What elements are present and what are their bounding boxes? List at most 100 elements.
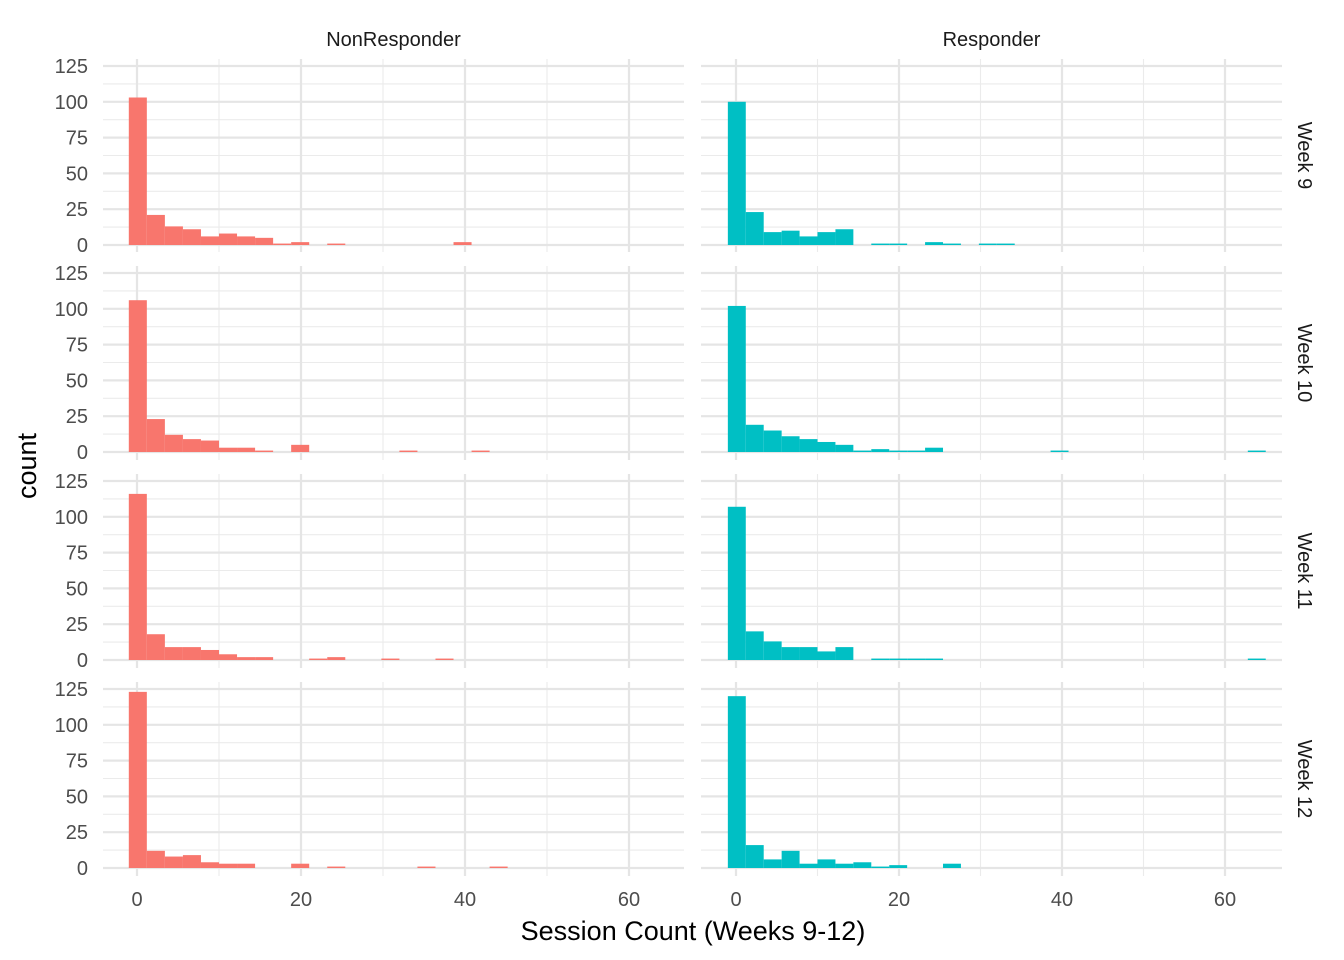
histogram-bar xyxy=(237,657,256,660)
y-tick-label: 25 xyxy=(66,614,88,636)
panel-responder-week-12 xyxy=(701,682,1282,876)
y-tick-label: 100 xyxy=(55,92,88,114)
histogram-bar xyxy=(146,634,165,660)
histogram-bar xyxy=(453,242,472,245)
x-tick-label: 20 xyxy=(888,889,910,911)
histogram-bar xyxy=(200,440,219,452)
histogram-bar xyxy=(817,232,836,245)
histogram-bar xyxy=(943,243,961,245)
histogram-bar xyxy=(435,658,454,660)
histogram-bar xyxy=(799,863,818,868)
histogram-bar xyxy=(399,450,418,452)
y-tick-label: 75 xyxy=(66,335,88,357)
histogram-bar xyxy=(182,229,201,245)
histogram-bar xyxy=(146,850,165,868)
y-tick-label: 0 xyxy=(77,235,88,257)
panel-nonresponder-week-9 xyxy=(103,59,684,252)
histogram-bar xyxy=(871,243,890,245)
y-tick-label: 25 xyxy=(66,199,88,221)
histogram-bar xyxy=(835,229,854,245)
x-tick-labels: 0 20 40 60 0 20 40 60 xyxy=(131,889,1236,911)
panel-responder-week-11 xyxy=(701,474,1282,668)
histogram-bar xyxy=(799,439,818,452)
x-tick-label: 0 xyxy=(730,889,741,911)
bars-nonresponder-week-11 xyxy=(128,493,454,660)
histogram-bar xyxy=(182,855,201,868)
histogram-bar xyxy=(907,658,926,660)
histogram-bar xyxy=(745,845,764,868)
bars-responder-week-9 xyxy=(727,101,1015,245)
x-axis-title: Session Count (Weeks 9-12) xyxy=(521,916,866,946)
histogram-bar xyxy=(781,230,800,245)
y-tick-label: 25 xyxy=(66,406,88,428)
histogram-bar xyxy=(889,243,908,245)
histogram-bar xyxy=(889,450,908,452)
histogram-bar xyxy=(925,447,944,452)
y-tick-label: 75 xyxy=(66,128,88,150)
x-tick-label: 40 xyxy=(1051,889,1073,911)
histogram-bar xyxy=(925,658,944,660)
x-tick-label: 0 xyxy=(131,889,142,911)
histogram-bar xyxy=(817,441,836,452)
panel-responder-week-9 xyxy=(701,59,1282,252)
histogram-bar xyxy=(291,444,310,452)
histogram-bar xyxy=(327,866,346,868)
histogram-bar xyxy=(291,863,310,868)
y-tick-label: 125 xyxy=(55,263,88,285)
histogram-bar xyxy=(128,493,147,660)
y-tick-label: 125 xyxy=(55,471,88,493)
histogram-bar xyxy=(745,631,764,660)
histogram-bar xyxy=(889,658,908,660)
y-tick-label: 75 xyxy=(66,751,88,773)
histogram-bar xyxy=(996,243,1015,245)
y-tick-label: 50 xyxy=(66,163,88,185)
histogram-bar xyxy=(835,863,854,868)
y-tick-label: 75 xyxy=(66,543,88,565)
y-tick-label: 0 xyxy=(77,442,88,464)
panel-nonresponder-week-10 xyxy=(103,266,684,460)
facet-strip-labels: NonResponder Responder Week 9 Week 10 Week 1… xyxy=(326,29,1315,818)
histogram-bar xyxy=(1050,450,1069,452)
histogram-bar xyxy=(835,647,854,660)
row-strip-label: Week 10 xyxy=(1293,324,1315,403)
y-tick-label: 100 xyxy=(55,299,88,321)
histogram-bar xyxy=(381,658,400,660)
histogram-bar xyxy=(781,850,800,868)
y-tick-label: 25 xyxy=(66,822,88,844)
column-strip-label: Responder xyxy=(943,29,1041,51)
histogram-bar xyxy=(164,647,183,660)
histogram-bar xyxy=(853,450,872,452)
y-tick-label: 125 xyxy=(55,56,88,78)
histogram-bar xyxy=(219,233,238,245)
histogram-bar xyxy=(164,856,183,868)
histogram-bar xyxy=(164,226,183,245)
histogram-bar xyxy=(200,862,219,868)
histogram-bar xyxy=(817,651,836,660)
histogram-bar xyxy=(219,447,238,452)
histogram-bar xyxy=(853,862,872,868)
row-strip-label: Week 9 xyxy=(1293,122,1315,189)
x-tick-label: 40 xyxy=(454,889,476,911)
histogram-bar xyxy=(763,641,782,660)
histogram-bar xyxy=(763,859,782,868)
histogram-bar xyxy=(237,863,256,868)
histogram-bar xyxy=(219,863,238,868)
histogram-bar xyxy=(871,866,890,868)
x-tick-label: 60 xyxy=(1214,889,1236,911)
histogram-bar xyxy=(255,237,274,245)
histogram-bar xyxy=(978,243,997,245)
histogram-bar xyxy=(237,236,256,245)
histogram-bar xyxy=(327,657,346,660)
y-tick-label: 100 xyxy=(55,507,88,529)
histogram-bar xyxy=(471,450,490,452)
histogram-bar xyxy=(871,449,890,452)
histogram-bar xyxy=(907,450,926,452)
histogram-bar xyxy=(146,214,165,245)
row-strip-label: Week 11 xyxy=(1293,532,1315,609)
histogram-bar xyxy=(273,243,292,245)
panel-responder-week-10 xyxy=(701,266,1282,460)
histogram-bar xyxy=(727,101,746,245)
histogram-bar xyxy=(781,647,800,660)
histogram-bar xyxy=(309,658,328,660)
